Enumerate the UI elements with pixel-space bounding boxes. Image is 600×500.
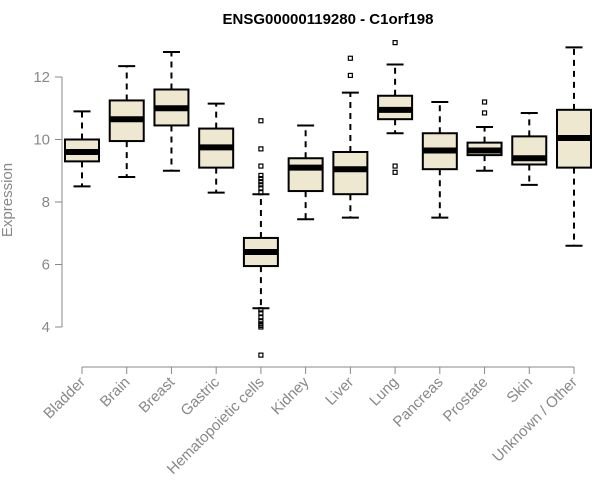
outlier-point bbox=[258, 352, 264, 358]
outlier-point bbox=[258, 321, 264, 327]
outlier-point bbox=[258, 190, 264, 196]
box-lung bbox=[377, 40, 414, 175]
outlier-point bbox=[258, 307, 264, 313]
box-hematopoietic-cells bbox=[242, 118, 279, 358]
iqr-box bbox=[332, 151, 369, 196]
x-tick-label: Prostate bbox=[440, 374, 492, 426]
y-tick-label: 12 bbox=[33, 69, 50, 86]
x-tick-label: Kidney bbox=[268, 373, 313, 418]
x-tick-label: Skin bbox=[503, 374, 536, 407]
iqr-box bbox=[287, 157, 324, 193]
y-tick-label: 6 bbox=[42, 257, 50, 274]
box-bladder bbox=[64, 110, 100, 188]
outlier-point bbox=[258, 185, 264, 191]
outlier-point bbox=[258, 163, 264, 169]
outlier-point bbox=[258, 318, 264, 324]
outlier-point bbox=[258, 146, 264, 152]
x-tick-label: Bladder bbox=[40, 374, 89, 423]
outlier-point bbox=[258, 118, 264, 124]
outlier-point bbox=[392, 40, 398, 46]
y-axis-label: Expression bbox=[0, 163, 16, 237]
box-brain bbox=[108, 65, 145, 178]
chart-title: ENSG00000119280 - C1orf198 bbox=[223, 11, 434, 28]
outlier-point bbox=[392, 163, 398, 169]
y-tick-label: 8 bbox=[42, 194, 50, 211]
outlier-point bbox=[258, 175, 264, 182]
box-pancreas bbox=[421, 101, 458, 219]
outlier-point bbox=[258, 172, 264, 179]
box-unknown-other bbox=[556, 46, 592, 247]
x-tick-label: Liver bbox=[322, 374, 357, 409]
outlier-point bbox=[258, 179, 264, 185]
x-tick-label: Brain bbox=[97, 374, 134, 411]
outlier-point bbox=[392, 169, 398, 175]
y-tick-label: 4 bbox=[42, 319, 50, 336]
outlier-point bbox=[481, 99, 488, 105]
box-gastric bbox=[198, 102, 235, 194]
y-tick-label: 10 bbox=[33, 132, 50, 149]
box-breast bbox=[153, 51, 190, 172]
outlier-point bbox=[347, 55, 353, 61]
outlier-point bbox=[481, 110, 488, 116]
box-prostate bbox=[466, 99, 503, 172]
y-axis: 4 6 8 10 12 bbox=[33, 69, 63, 336]
x-tick-label: Lung bbox=[366, 374, 402, 410]
x-tick-label: Unknown / Other bbox=[489, 374, 581, 466]
outlier-point bbox=[258, 182, 264, 188]
box-kidney bbox=[287, 124, 324, 221]
box-liver bbox=[332, 55, 369, 219]
x-tick-label: Breast bbox=[136, 373, 179, 416]
outlier-point bbox=[258, 315, 264, 321]
box-skin bbox=[511, 111, 548, 186]
outlier-point bbox=[258, 310, 264, 316]
box-series bbox=[64, 40, 592, 358]
outlier-point bbox=[347, 72, 353, 79]
